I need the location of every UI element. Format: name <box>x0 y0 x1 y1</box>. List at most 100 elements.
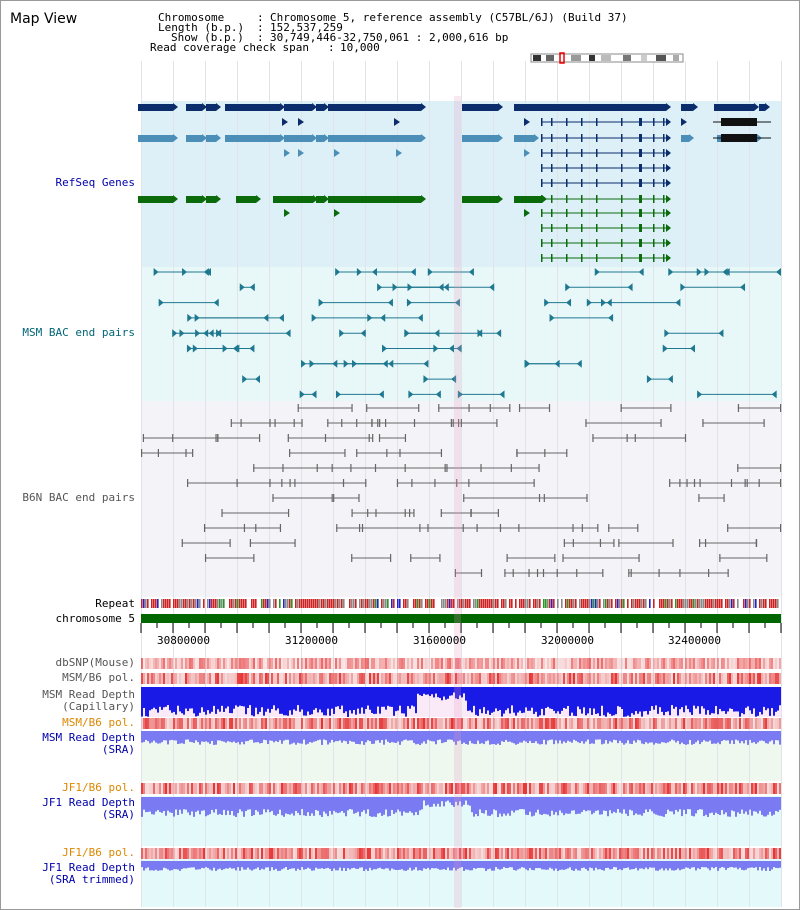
bac-end <box>600 298 606 307</box>
depth-bar <box>521 797 523 810</box>
exon <box>581 209 583 217</box>
exon <box>621 254 623 262</box>
pol-cell <box>549 848 551 859</box>
pol-cell <box>725 718 727 729</box>
pol-cell <box>371 783 373 794</box>
depth-bar <box>143 731 145 743</box>
depth-bar <box>329 861 331 869</box>
pol-cell <box>657 718 659 729</box>
depth-bar <box>679 797 681 810</box>
depth-bar <box>179 797 181 810</box>
depth-bar <box>619 797 621 813</box>
depth-bar <box>421 797 423 810</box>
depth-bar <box>429 731 431 741</box>
exon <box>581 224 583 232</box>
dbsnp-cell <box>175 658 177 669</box>
dbsnp-cell <box>405 658 407 669</box>
gene-block-arrow <box>421 195 426 203</box>
depth-bar <box>505 861 507 869</box>
depth-bar <box>149 731 151 744</box>
dbsnp-cell <box>211 658 213 669</box>
depth-bar <box>607 861 609 868</box>
depth-bar <box>375 687 377 714</box>
depth-bar <box>551 731 553 740</box>
dbsnp-cell <box>477 658 479 669</box>
dbsnp-cell <box>169 658 171 669</box>
ideogram-band <box>656 55 666 61</box>
depth-bar <box>333 687 335 714</box>
depth-bar <box>395 731 397 743</box>
pol-cell <box>297 848 299 859</box>
repeat-element <box>585 599 587 608</box>
dbsnp-cell <box>473 658 475 669</box>
depth-bar <box>705 731 707 742</box>
pol-cell <box>249 718 251 729</box>
pol-cell <box>285 848 287 859</box>
repeat-element <box>243 599 245 608</box>
pol-cell <box>389 783 391 794</box>
repeat-element <box>211 599 213 608</box>
dbsnp-cell <box>145 658 147 669</box>
repeat-element <box>485 599 487 608</box>
bac-end <box>301 419 303 427</box>
depth-bar <box>481 687 483 714</box>
depth-bar <box>729 731 731 744</box>
depth-bar <box>417 797 419 815</box>
dbsnp-cell <box>597 658 599 669</box>
depth-bar <box>283 797 285 817</box>
repeat-element <box>169 599 171 608</box>
depth-bar <box>343 731 345 741</box>
depth-bar <box>671 861 673 871</box>
pol-cell <box>579 848 581 859</box>
repeat-element <box>641 599 643 608</box>
depth-bar <box>367 687 369 706</box>
pol-cell <box>609 673 611 684</box>
repeat-element <box>187 599 189 608</box>
depth-bar <box>553 731 555 745</box>
msm-depth-sra-sub: (SRA) <box>101 743 135 756</box>
repeat-element <box>235 599 237 608</box>
repeat-element <box>213 599 215 608</box>
repeat-element <box>685 599 687 608</box>
pol-cell <box>255 848 257 859</box>
dbsnp-cell <box>501 658 503 669</box>
pol-cell <box>289 718 291 729</box>
depth-bar <box>437 687 439 698</box>
depth-bar <box>447 861 449 868</box>
pol-cell <box>157 673 159 684</box>
depth-bar <box>195 797 197 812</box>
dbsnp-cell <box>753 658 755 669</box>
dbsnp-cell <box>715 658 717 669</box>
repeat-element <box>607 599 609 608</box>
pol-cell <box>629 848 631 859</box>
depth-bar <box>675 861 677 871</box>
pol-cell <box>441 848 443 859</box>
pol-cell <box>321 673 323 684</box>
bac-end <box>263 313 269 322</box>
pol-cell <box>279 718 281 729</box>
pol-cell <box>727 718 729 729</box>
pol-cell <box>305 848 307 859</box>
depth-bar <box>691 797 693 816</box>
depth-bar <box>201 731 203 742</box>
pol-cell <box>471 783 473 794</box>
pol-cell <box>557 673 559 684</box>
pol-cell <box>429 848 431 859</box>
dbsnp-cell <box>651 658 653 669</box>
repeat-element <box>633 599 635 608</box>
repeat-element <box>729 599 731 608</box>
depth-bar <box>719 861 721 869</box>
depth-bar <box>717 687 719 715</box>
dbsnp-cell <box>353 658 355 669</box>
pol-cell <box>577 848 579 859</box>
pol-cell <box>663 783 665 794</box>
depth-bar <box>143 861 145 871</box>
pol-cell <box>149 718 151 729</box>
depth-bar <box>653 731 655 745</box>
pol-cell <box>653 673 655 684</box>
depth-bar <box>761 731 763 741</box>
depth-bar <box>445 731 447 742</box>
pol-cell <box>215 848 217 859</box>
